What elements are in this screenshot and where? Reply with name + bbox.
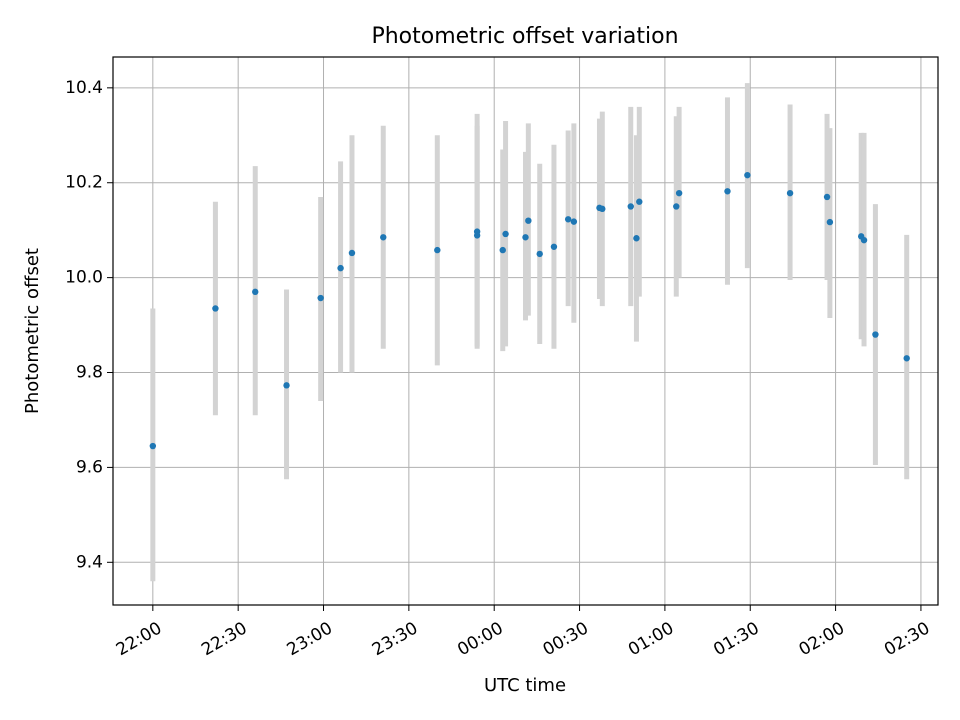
y-tick-label: 10.2 xyxy=(65,173,103,193)
data-point xyxy=(564,216,572,223)
data-point xyxy=(337,264,344,272)
data-point xyxy=(823,193,831,201)
data-point xyxy=(786,189,794,197)
data-point xyxy=(502,230,509,238)
data-point xyxy=(317,294,324,302)
data-point xyxy=(627,203,634,210)
data-point xyxy=(903,355,910,362)
data-point xyxy=(633,235,640,242)
chart-title: Photometric offset variation xyxy=(371,24,678,49)
data-point xyxy=(499,246,506,254)
data-point xyxy=(212,305,219,312)
x-axis-label: UTC time xyxy=(484,675,566,696)
data-points xyxy=(149,171,910,450)
data-point xyxy=(434,246,441,254)
y-axis-label: Photometric offset xyxy=(22,248,43,414)
plot-area-frame xyxy=(112,56,939,606)
y-axis: 9.4 9.6 9.8 10.0 10.2 10.4 xyxy=(65,78,113,572)
data-point xyxy=(550,243,558,250)
y-tick-label: 9.8 xyxy=(76,363,103,383)
data-point xyxy=(673,203,680,210)
data-point xyxy=(724,188,731,195)
data-point xyxy=(525,217,532,224)
data-point xyxy=(473,232,481,239)
data-point xyxy=(522,234,529,241)
data-point xyxy=(570,218,578,225)
data-point xyxy=(744,171,751,179)
y-tick-label: 9.4 xyxy=(76,552,103,572)
y-tick-label: 10.4 xyxy=(65,78,103,98)
data-point xyxy=(599,205,606,213)
data-point xyxy=(872,331,879,338)
data-point xyxy=(380,234,387,241)
data-point xyxy=(675,189,683,197)
data-point xyxy=(283,382,290,389)
data-point xyxy=(636,198,643,205)
data-point xyxy=(252,288,259,296)
data-point xyxy=(536,250,543,258)
data-point xyxy=(860,236,868,244)
data-point xyxy=(348,249,356,257)
data-point xyxy=(826,218,834,226)
y-tick-label: 10.0 xyxy=(65,268,103,288)
y-tick-label: 9.6 xyxy=(76,457,103,477)
data-point xyxy=(149,442,157,450)
